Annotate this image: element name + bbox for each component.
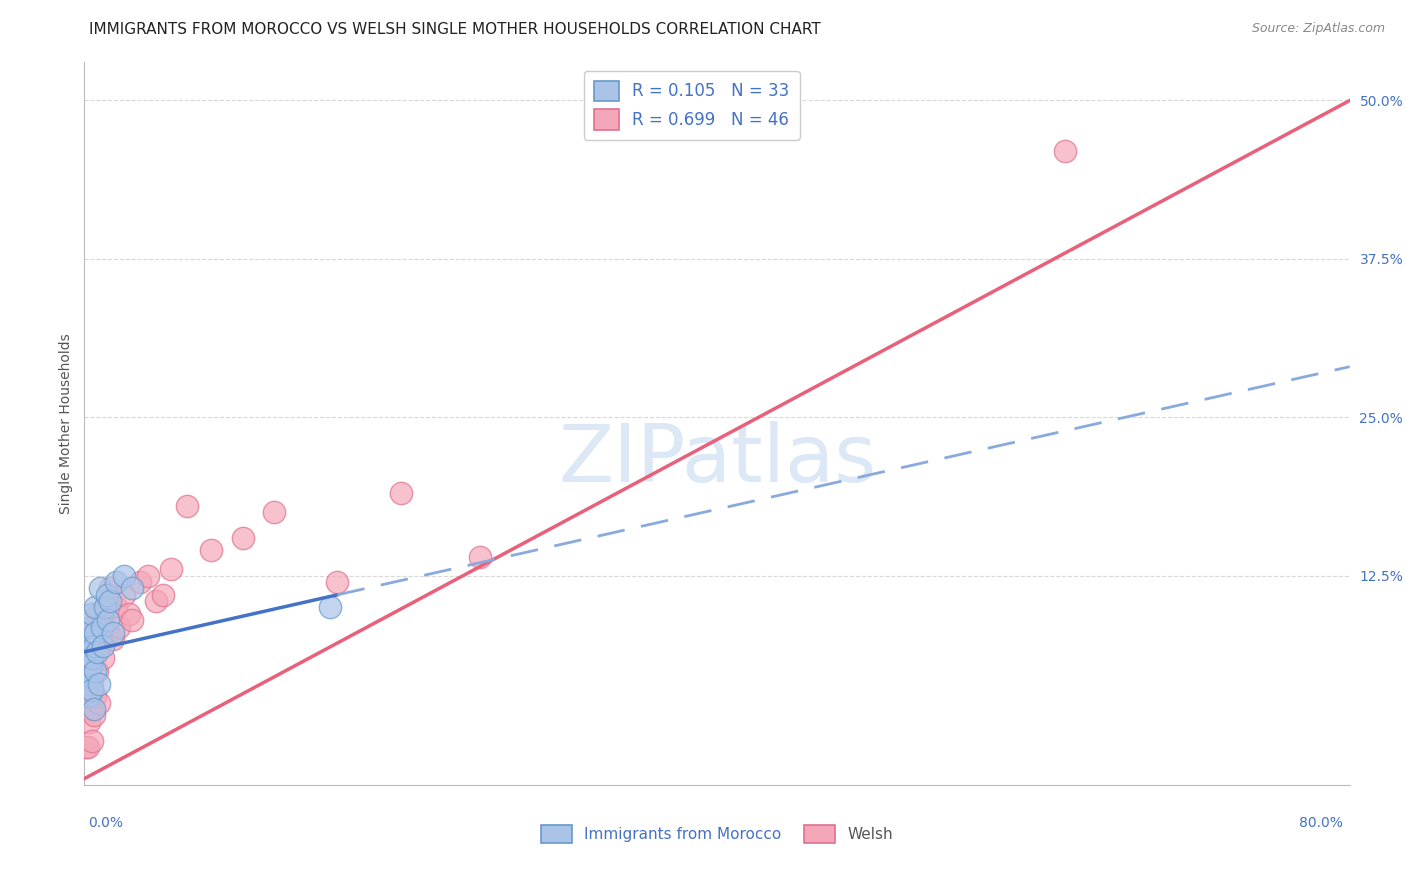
- Point: [97, 613, 120, 627]
- Point: [112, 588, 135, 602]
- Point: [84, 625, 107, 640]
- Point: [152, 588, 174, 602]
- Point: [231, 531, 254, 545]
- Point: [82, 607, 104, 621]
- Text: 80.0%: 80.0%: [1299, 816, 1343, 830]
- Point: [101, 625, 124, 640]
- Point: [82, 651, 104, 665]
- Point: [326, 575, 349, 590]
- Point: [79, 702, 103, 716]
- Point: [75, 639, 97, 653]
- Point: [90, 619, 112, 633]
- Text: ZIPatlas: ZIPatlas: [558, 421, 876, 499]
- Point: [108, 619, 131, 633]
- Y-axis label: Single Mother Households: Single Mother Households: [59, 334, 73, 514]
- Point: [176, 499, 198, 513]
- Point: [105, 575, 127, 590]
- Point: [89, 639, 111, 653]
- Point: [86, 645, 108, 659]
- Point: [389, 486, 412, 500]
- Point: [84, 664, 107, 678]
- Point: [77, 714, 100, 729]
- Point: [77, 632, 100, 647]
- Point: [83, 645, 105, 659]
- Point: [82, 682, 104, 697]
- Text: IMMIGRANTS FROM MOROCCO VS WELSH SINGLE MOTHER HOUSEHOLDS CORRELATION CHART: IMMIGRANTS FROM MOROCCO VS WELSH SINGLE …: [89, 22, 820, 37]
- Point: [75, 657, 97, 672]
- Point: [75, 664, 97, 678]
- Point: [160, 562, 183, 576]
- Point: [76, 651, 98, 665]
- Point: [145, 594, 167, 608]
- Point: [77, 690, 100, 704]
- Point: [76, 739, 98, 754]
- Point: [468, 549, 491, 564]
- Point: [94, 600, 117, 615]
- Point: [82, 625, 104, 640]
- Point: [263, 505, 285, 519]
- Point: [98, 594, 121, 608]
- Point: [86, 607, 108, 621]
- Point: [83, 639, 105, 653]
- Point: [200, 543, 222, 558]
- Point: [83, 708, 105, 723]
- Point: [75, 739, 97, 754]
- Point: [79, 657, 103, 672]
- Point: [112, 569, 135, 583]
- Point: [318, 600, 340, 615]
- Point: [1054, 144, 1077, 158]
- Point: [79, 619, 103, 633]
- Point: [76, 625, 98, 640]
- Text: 0.0%: 0.0%: [89, 816, 124, 830]
- Point: [121, 582, 143, 596]
- Point: [105, 600, 127, 615]
- Point: [121, 613, 143, 627]
- Point: [82, 676, 104, 690]
- Point: [77, 639, 100, 653]
- Point: [77, 670, 100, 684]
- Legend: Immigrants from Morocco, Welsh: Immigrants from Morocco, Welsh: [536, 819, 898, 849]
- Point: [76, 676, 98, 690]
- Point: [84, 690, 107, 704]
- Point: [76, 696, 98, 710]
- Point: [97, 625, 120, 640]
- Point: [93, 639, 115, 653]
- Point: [83, 702, 105, 716]
- Point: [101, 632, 124, 647]
- Point: [87, 696, 110, 710]
- Point: [118, 607, 141, 621]
- Point: [89, 582, 111, 596]
- Point: [94, 600, 117, 615]
- Point: [76, 645, 98, 659]
- Point: [84, 600, 107, 615]
- Point: [77, 651, 100, 665]
- Point: [98, 582, 121, 596]
- Point: [86, 664, 108, 678]
- Point: [84, 619, 107, 633]
- Point: [87, 676, 110, 690]
- Point: [128, 575, 150, 590]
- Point: [90, 613, 112, 627]
- Point: [136, 569, 159, 583]
- Text: Source: ZipAtlas.com: Source: ZipAtlas.com: [1251, 22, 1385, 36]
- Point: [82, 733, 104, 747]
- Point: [79, 632, 103, 647]
- Point: [79, 670, 103, 684]
- Point: [75, 690, 97, 704]
- Point: [93, 651, 115, 665]
- Point: [96, 588, 118, 602]
